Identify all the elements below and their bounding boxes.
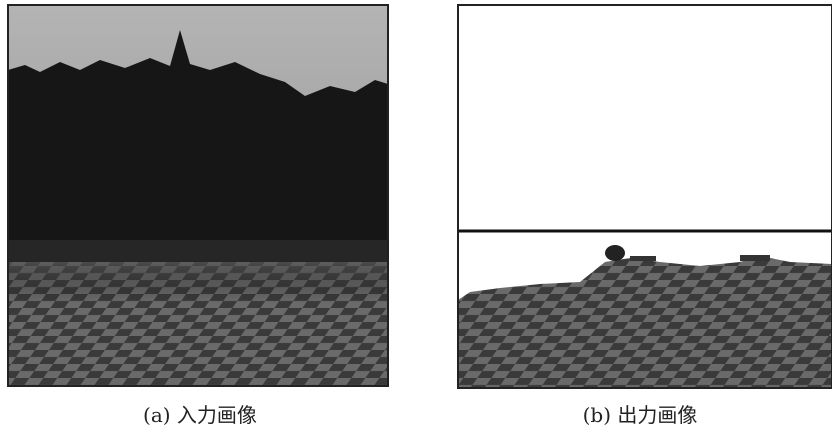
page: (a) 入力画像 (b) 出力画像 (() => { const data = …: [0, 0, 832, 440]
figure: (a) 入力画像 (b) 出力画像: [0, 0, 832, 440]
input-image: [8, 5, 388, 386]
caption: (b) 出力画像: [583, 403, 698, 427]
caption: (a) 入力画像: [143, 403, 257, 427]
